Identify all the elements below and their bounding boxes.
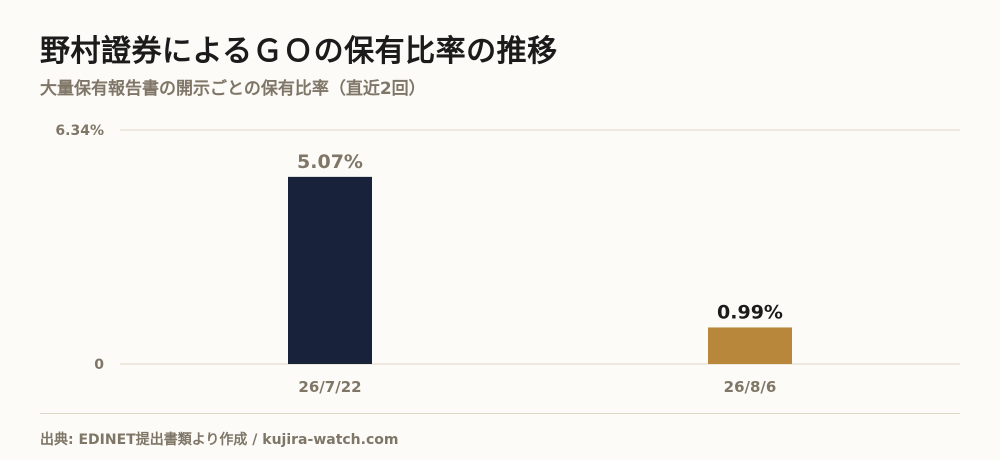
footer-divider [40, 413, 960, 414]
chart-subtitle: 大量保有報告書の開示ごとの保有比率（直近2回） [40, 79, 426, 99]
x-tick-label: 26/8/6 [724, 378, 777, 396]
bar-chart: 0 6.34% 5.07% 26/7/22 0.99% 26/8/6 [55, 123, 960, 396]
data-label: 0.99% [717, 301, 783, 323]
x-tick-label: 26/7/22 [298, 378, 361, 396]
y-tick-label: 6.34% [55, 123, 104, 139]
chart-title: 野村證券によるＧＯの保有比率の推移 [40, 34, 558, 69]
source-note: 出典: EDINET提出書類より作成 / kujira-watch.com [40, 432, 399, 448]
bar [288, 176, 372, 364]
data-label: 5.07% [297, 151, 363, 173]
bar [708, 327, 792, 364]
y-tick-label: 0 [94, 357, 104, 373]
